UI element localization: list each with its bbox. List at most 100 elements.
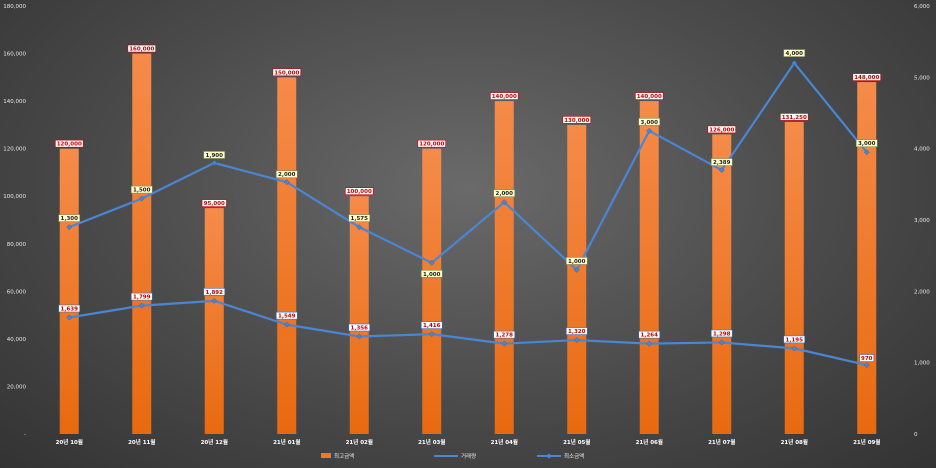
x-tick-label: 20년 12월: [201, 438, 228, 446]
min-price-value-label: 1,264: [641, 333, 659, 339]
min-price-value-label: 1,799: [133, 295, 151, 301]
min-price-value-label: 1,639: [61, 306, 79, 312]
bar: [784, 121, 804, 435]
min-price-value-label: 1,278: [496, 333, 514, 339]
volume-value-label-box: [493, 189, 516, 197]
min-price-point: [501, 340, 508, 347]
y2-tick-label: 6,000: [914, 4, 930, 10]
volume-value-label-box: [638, 118, 661, 126]
min-price-value-label: 1,356: [351, 326, 369, 332]
bar: [639, 101, 659, 434]
y2-tick-label: 4,000: [914, 147, 930, 153]
min-price-value-label: 1,892: [206, 290, 224, 296]
x-tick-label: 21년 05월: [563, 438, 590, 446]
bar-series: [59, 53, 877, 435]
min-price-point: [211, 297, 218, 304]
bar: [204, 208, 224, 434]
min-price-value-label-box: [130, 292, 153, 301]
volume-value-label: 1,000: [568, 259, 586, 265]
volume-value-label-box: [710, 158, 733, 166]
min-price-value-label: 1,195: [786, 337, 804, 343]
min-price-point: [66, 314, 73, 321]
bar-value-label: 160,000: [129, 47, 154, 53]
min-price-value-label-box: [348, 323, 371, 332]
bar-value-label: 130,000: [564, 118, 589, 124]
bar-value-label: 148,000: [854, 75, 879, 81]
min-price-value-label-box: [420, 321, 443, 329]
min-price-point: [791, 345, 798, 352]
y-axis-left: - 20,000 40,000 60,000 80,000 100,000 120,000 1…: [3, 4, 26, 438]
volume-value-label-box: [348, 214, 371, 222]
volume-point: [66, 224, 73, 231]
volume-point: [573, 266, 580, 273]
volume-point: [211, 159, 218, 166]
bar-value-label-box: [780, 113, 809, 121]
volume-point: [428, 259, 435, 266]
min-price-point: [283, 321, 290, 328]
bar-value-label-box: [201, 199, 227, 207]
bar-value-label-box: [127, 44, 156, 53]
x-tick-label: 21년 09월: [853, 438, 880, 446]
x-tick-label: 21년 06월: [636, 438, 663, 446]
y-tick-label: 20,000: [7, 384, 27, 390]
y2-tick-label: 0: [914, 432, 918, 438]
bar: [857, 82, 877, 434]
volume-point: [791, 60, 798, 67]
volume-value-label: 1,000: [423, 272, 441, 278]
x-axis: 20년 10월 20년 11월 20년 12월 21년 01월 21년 02월 21년 0…: [56, 438, 881, 446]
min-price-point: [356, 333, 363, 340]
legend: 최고금액 거래량 최소금액: [321, 452, 584, 460]
volume-value-label-box: [58, 214, 81, 222]
bar-value-label: 140,000: [637, 94, 662, 100]
volume-value-label: 3,000: [641, 120, 659, 126]
volume-value-label-box: [420, 269, 443, 278]
bar-value-label: 120,000: [57, 142, 82, 148]
y-tick-label: 100,000: [3, 194, 26, 200]
volume-value-label: 1,500: [133, 188, 151, 194]
bar-value-label: 100,000: [347, 189, 372, 195]
min-price-value-label-box: [859, 354, 875, 362]
bar-value-label-box: [562, 116, 591, 124]
y-tick-label: 40,000: [7, 337, 27, 343]
min-price-point: [646, 340, 653, 347]
volume-value-label-box: [855, 139, 878, 148]
y-tick-label: 160,000: [3, 52, 26, 58]
min-price-value-label-box: [783, 335, 806, 344]
legend-swatch-bar: [321, 453, 331, 458]
x-tick-label: 21년 03월: [418, 438, 445, 446]
legend-label: 최소금액: [564, 452, 584, 460]
volume-value-label-box: [275, 170, 298, 178]
bar-value-label: 131,250: [782, 115, 807, 121]
min-price-value-label-box: [58, 304, 81, 313]
data-labels: 120,000 160,000 95,000 150,000 100,000 120,00…: [55, 44, 881, 362]
y-tick-label: 120,000: [3, 147, 26, 153]
volume-value-label-box: [565, 257, 588, 265]
bar-value-label-box: [635, 92, 664, 100]
y2-tick-label: 3,000: [914, 218, 930, 224]
bar-value-label-box: [345, 187, 374, 196]
bar-value-label: 140,000: [492, 94, 517, 100]
min-price-point: [428, 331, 435, 338]
volume-line: [68, 61, 868, 272]
bar-value-label: 150,000: [274, 70, 299, 76]
y-tick-label: 60,000: [7, 289, 27, 295]
volume-point: [501, 199, 508, 206]
volume-value-label: 1,900: [206, 153, 224, 159]
x-tick-label: 21년 02월: [346, 438, 373, 446]
x-tick-label: 21년 07월: [708, 438, 735, 446]
min-price-point: [863, 362, 870, 368]
min-price-value-label-box: [203, 288, 226, 296]
volume-point: [646, 127, 653, 134]
volume-value-label-box: [203, 151, 226, 159]
x-tick-label: 20년 10월: [56, 438, 83, 446]
legend-label: 거래량: [461, 452, 476, 460]
y-axis-right: 0 1,000 2,000 3,000 4,000 5,000 6,000: [914, 4, 930, 438]
volume-value-label-box: [130, 185, 153, 194]
volume-value-label: 4,000: [786, 51, 804, 57]
min-price-point: [718, 339, 725, 346]
x-tick-label: 21년 08월: [781, 438, 808, 446]
y2-tick-label: 1,000: [914, 361, 930, 367]
legend-label: 최고금액: [334, 452, 354, 460]
volume-value-label: 2,000: [278, 172, 296, 178]
